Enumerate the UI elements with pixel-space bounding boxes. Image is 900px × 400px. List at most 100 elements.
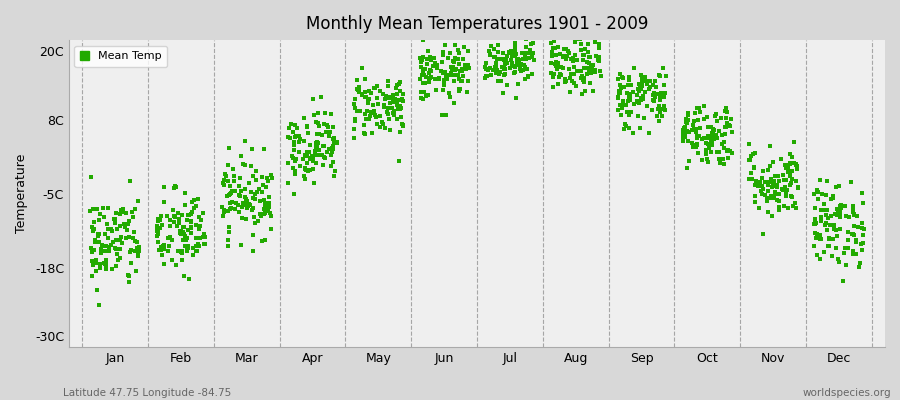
Point bbox=[452, 50, 466, 56]
Point bbox=[785, 176, 799, 182]
Point bbox=[447, 41, 462, 48]
Point bbox=[834, 205, 849, 211]
Point bbox=[253, 211, 267, 217]
Point bbox=[389, 85, 403, 92]
Point bbox=[422, 74, 436, 81]
Point bbox=[559, 56, 573, 62]
Point bbox=[176, 250, 190, 256]
Point bbox=[625, 109, 639, 116]
Point bbox=[369, 120, 383, 127]
Point bbox=[130, 238, 144, 245]
Point bbox=[822, 236, 836, 242]
Point bbox=[825, 193, 840, 200]
Point bbox=[171, 248, 185, 254]
Point bbox=[721, 155, 735, 161]
Point bbox=[819, 212, 833, 218]
Point bbox=[382, 100, 397, 106]
Point bbox=[548, 52, 562, 58]
Point bbox=[222, 192, 237, 198]
Point bbox=[377, 96, 392, 102]
Point bbox=[502, 65, 517, 72]
Point bbox=[122, 218, 136, 224]
Point bbox=[765, 182, 779, 188]
Point bbox=[188, 203, 202, 209]
Point bbox=[751, 183, 765, 190]
Point bbox=[688, 110, 702, 116]
Title: Monthly Mean Temperatures 1901 - 2009: Monthly Mean Temperatures 1901 - 2009 bbox=[306, 15, 648, 33]
Point bbox=[258, 210, 273, 216]
Point bbox=[504, 48, 518, 54]
Point bbox=[806, 191, 821, 198]
Point bbox=[238, 138, 252, 144]
Point bbox=[461, 78, 475, 84]
Point bbox=[644, 106, 659, 113]
Point bbox=[619, 90, 634, 96]
Point bbox=[154, 247, 168, 253]
Point bbox=[491, 49, 505, 56]
Point bbox=[286, 128, 301, 135]
Point bbox=[233, 242, 248, 248]
Point bbox=[820, 227, 834, 234]
Point bbox=[836, 250, 850, 256]
Point bbox=[435, 112, 449, 118]
Point bbox=[180, 248, 194, 254]
Point bbox=[742, 175, 756, 182]
Point bbox=[616, 98, 631, 104]
Point bbox=[452, 86, 466, 92]
Point bbox=[724, 150, 739, 156]
Point bbox=[509, 58, 524, 64]
Point bbox=[581, 69, 596, 75]
Point bbox=[357, 89, 372, 96]
Point bbox=[221, 243, 236, 250]
Point bbox=[162, 242, 176, 249]
Point bbox=[547, 38, 562, 44]
Point bbox=[657, 102, 671, 109]
Point bbox=[700, 132, 715, 139]
Point bbox=[504, 57, 518, 63]
Point bbox=[254, 213, 268, 220]
Point bbox=[779, 162, 794, 168]
Point bbox=[521, 74, 535, 80]
Point bbox=[634, 83, 649, 90]
Point bbox=[309, 140, 323, 146]
Point bbox=[479, 60, 493, 67]
Point bbox=[810, 187, 824, 193]
Point bbox=[220, 178, 235, 184]
Point bbox=[770, 182, 784, 188]
Point bbox=[453, 68, 467, 74]
Point bbox=[810, 232, 824, 239]
Point bbox=[847, 223, 861, 230]
Point bbox=[846, 202, 860, 209]
Point bbox=[746, 165, 760, 172]
Point bbox=[262, 199, 276, 206]
Point bbox=[813, 176, 827, 183]
Point bbox=[110, 226, 124, 232]
Point bbox=[118, 223, 132, 229]
Point bbox=[175, 212, 189, 218]
Point bbox=[525, 54, 539, 60]
Point bbox=[376, 91, 391, 97]
Point bbox=[297, 152, 311, 158]
Point bbox=[827, 226, 842, 232]
Point bbox=[238, 162, 253, 168]
Point bbox=[647, 92, 662, 98]
Point bbox=[518, 64, 533, 70]
Point bbox=[436, 87, 450, 93]
Point bbox=[642, 86, 656, 92]
Point bbox=[719, 115, 733, 122]
Point bbox=[377, 125, 392, 132]
Point bbox=[215, 204, 230, 210]
Point bbox=[819, 220, 833, 226]
Point bbox=[751, 179, 765, 185]
Point bbox=[446, 57, 460, 64]
Point bbox=[163, 223, 177, 230]
Point bbox=[488, 64, 502, 70]
Point bbox=[440, 76, 454, 82]
Point bbox=[320, 122, 334, 129]
Point bbox=[814, 207, 828, 214]
Point bbox=[512, 66, 526, 72]
Point bbox=[439, 74, 454, 80]
Point bbox=[418, 74, 433, 80]
Point bbox=[633, 124, 647, 131]
Point bbox=[416, 68, 430, 74]
